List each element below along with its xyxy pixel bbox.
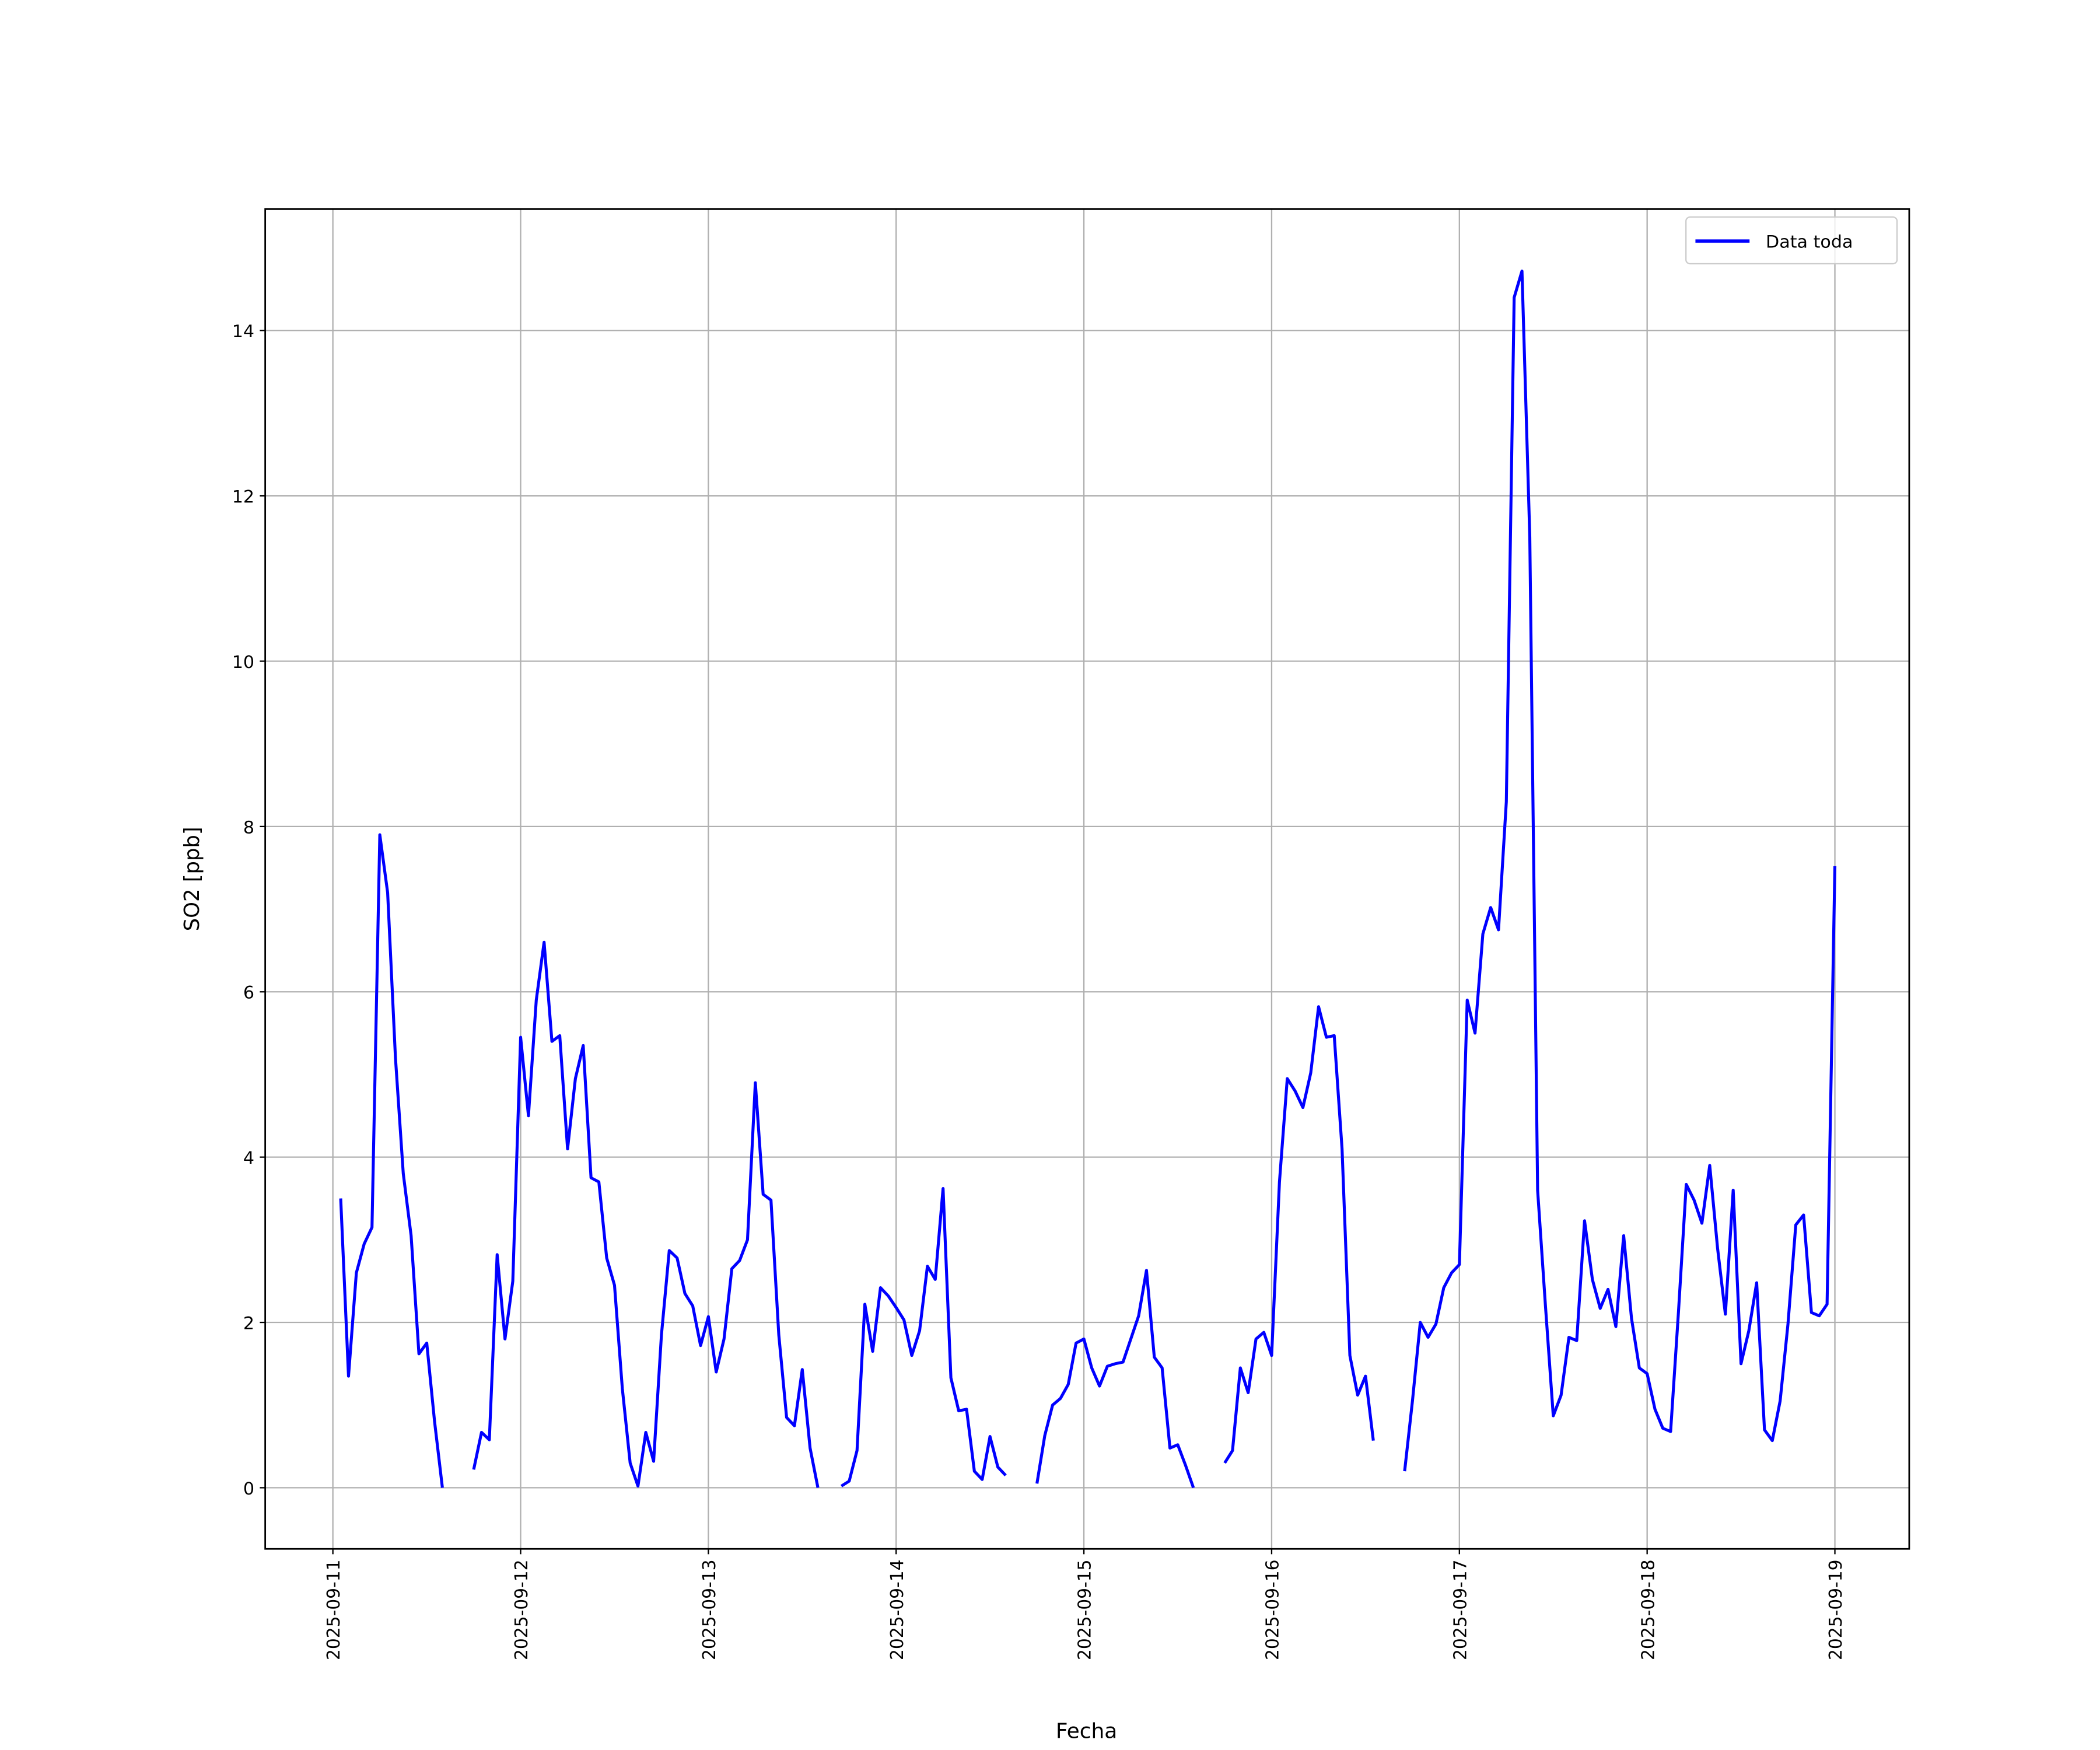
data-line [339, 270, 1837, 1489]
x-axis-label: Fecha [1056, 1720, 1117, 1744]
y-axis-label: SO2 [ppb] [180, 827, 204, 931]
y-tick-label: 2 [243, 1314, 254, 1334]
x-tick-label: 2025-09-19 [1826, 1560, 1846, 1660]
y-tick-label: 6 [243, 983, 254, 1003]
x-tick-label: 2025-09-14 [887, 1560, 908, 1660]
plot-frame [264, 208, 1910, 1550]
legend-label: Data toda [1766, 232, 1853, 253]
x-tick-label: 2025-09-16 [1262, 1560, 1283, 1660]
y-tick-label: 12 [232, 487, 254, 508]
y-tick-label: 4 [243, 1148, 254, 1168]
x-tick-label: 2025-09-15 [1074, 1560, 1095, 1660]
x-tick-label: 2025-09-18 [1638, 1560, 1658, 1660]
y-tick-label: 8 [243, 818, 254, 838]
y-tick-label: 14 [232, 321, 254, 342]
x-tick-label: 2025-09-12 [512, 1560, 532, 1660]
x-tick-label: 2025-09-11 [324, 1560, 344, 1660]
legend-box [1685, 216, 1898, 265]
x-tick-label: 2025-09-17 [1450, 1560, 1471, 1660]
x-tick-label: 2025-09-13 [699, 1560, 720, 1660]
y-tick-label: 0 [243, 1479, 254, 1499]
y-tick-label: 10 [232, 652, 254, 673]
